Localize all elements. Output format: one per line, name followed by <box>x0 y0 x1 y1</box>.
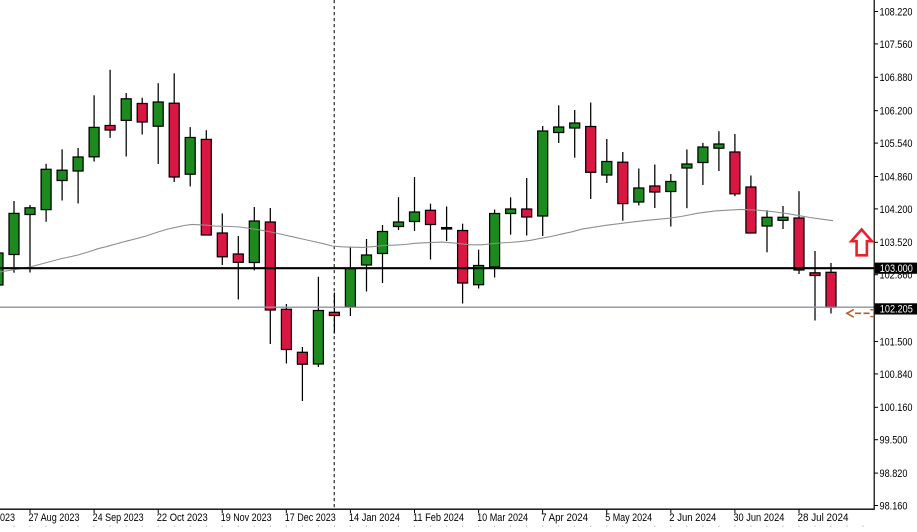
svg-text:11 Feb 2024: 11 Feb 2024 <box>413 512 464 524</box>
svg-text:24 Sep 2023: 24 Sep 2023 <box>93 512 144 524</box>
svg-text:105.540: 105.540 <box>880 138 913 150</box>
svg-text:023: 023 <box>0 512 15 524</box>
svg-text:107.560: 107.560 <box>880 39 913 51</box>
svg-text:102.205: 102.205 <box>880 304 913 316</box>
svg-text:108.220: 108.220 <box>880 6 913 18</box>
svg-text:19 Nov 2023: 19 Nov 2023 <box>221 512 272 524</box>
svg-text:106.880: 106.880 <box>880 72 913 84</box>
svg-text:103.000: 103.000 <box>880 263 913 275</box>
svg-text:99.500: 99.500 <box>880 435 908 447</box>
svg-text:5 May 2024: 5 May 2024 <box>605 512 652 524</box>
svg-text:10 Mar 2024: 10 Mar 2024 <box>477 512 528 524</box>
svg-text:98.160: 98.160 <box>880 500 908 512</box>
svg-text:104.200: 104.200 <box>880 204 913 216</box>
svg-text:7 Apr 2024: 7 Apr 2024 <box>541 512 588 524</box>
svg-text:101.500: 101.500 <box>880 336 913 348</box>
svg-text:104.860: 104.860 <box>880 171 913 183</box>
svg-text:22 Oct 2023: 22 Oct 2023 <box>157 512 208 524</box>
svg-text:106.200: 106.200 <box>880 106 913 118</box>
svg-text:100.160: 100.160 <box>880 402 913 414</box>
svg-text:27 Aug 2023: 27 Aug 2023 <box>29 512 80 524</box>
svg-text:28 Jul 2024: 28 Jul 2024 <box>798 512 849 524</box>
svg-text:2 Jun 2024: 2 Jun 2024 <box>669 512 716 524</box>
svg-text:30 Jun 2024: 30 Jun 2024 <box>733 512 784 524</box>
svg-text:100.840: 100.840 <box>880 369 913 381</box>
svg-text:98.820: 98.820 <box>880 468 908 480</box>
svg-text:17 Dec 2023: 17 Dec 2023 <box>285 512 336 524</box>
svg-text:14 Jan 2024: 14 Jan 2024 <box>349 512 400 524</box>
svg-text:103.520: 103.520 <box>880 237 913 249</box>
